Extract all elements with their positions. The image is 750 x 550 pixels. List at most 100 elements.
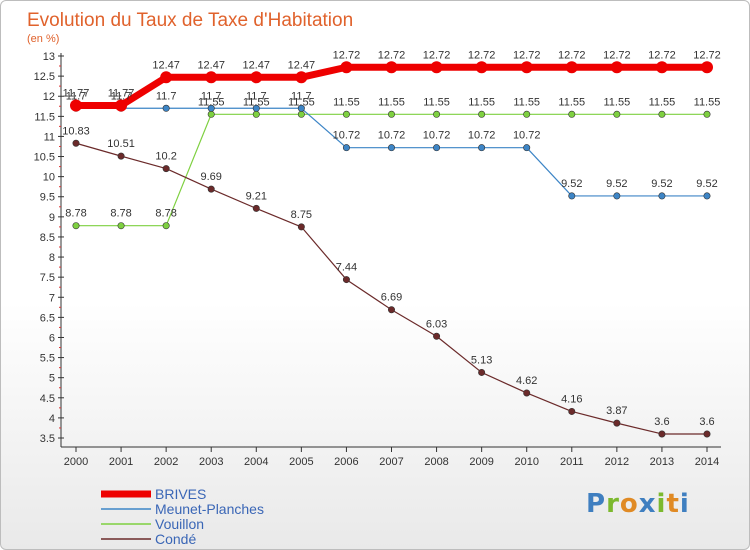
series-point xyxy=(385,61,398,74)
series-point xyxy=(658,192,666,200)
y-tick-label: 6 xyxy=(49,332,55,344)
data-label: 11.7 xyxy=(156,90,177,102)
data-label: 11.77 xyxy=(108,87,135,99)
series-point xyxy=(703,192,711,200)
data-label: 8.78 xyxy=(65,208,86,220)
x-tick-label: 2006 xyxy=(334,456,358,468)
data-label: 7.44 xyxy=(336,262,357,274)
data-label: 11.55 xyxy=(649,96,676,108)
series-point xyxy=(162,165,170,173)
series-point xyxy=(117,222,125,230)
data-label: 12.47 xyxy=(288,59,316,71)
series-point xyxy=(162,104,170,112)
y-tick-label: 9.5 xyxy=(40,192,55,204)
data-label: 11.55 xyxy=(333,96,360,108)
data-label: 11.7 xyxy=(246,90,267,102)
data-label: 11.55 xyxy=(198,96,225,108)
data-label: 12.72 xyxy=(423,49,451,61)
series-point xyxy=(703,110,711,118)
series-point xyxy=(610,61,623,74)
data-label: 11.7 xyxy=(201,90,222,102)
data-label: 9.52 xyxy=(696,178,717,190)
data-label: 9.52 xyxy=(606,178,627,190)
data-label: 6.69 xyxy=(381,292,402,304)
series-point xyxy=(613,192,621,200)
x-tick-label: 2004 xyxy=(244,456,268,468)
data-label: 3.6 xyxy=(699,416,714,428)
series-point xyxy=(703,430,711,438)
y-tick-label: 3.5 xyxy=(40,433,55,445)
chart-subtitle: (en %) xyxy=(27,33,59,45)
y-tick-label: 7.5 xyxy=(40,272,55,284)
series-point xyxy=(250,71,263,84)
x-tick-label: 2008 xyxy=(424,456,448,468)
data-label: 12.72 xyxy=(513,49,541,61)
data-label: 8.78 xyxy=(110,208,131,220)
data-label: 11.55 xyxy=(243,96,270,108)
y-tick-label: 5 xyxy=(49,373,55,385)
data-label: 12.72 xyxy=(648,49,676,61)
y-tick-label: 4.5 xyxy=(40,393,55,405)
series-point xyxy=(207,185,215,193)
x-tick-label: 2012 xyxy=(605,456,629,468)
series-point xyxy=(342,144,350,152)
x-tick-label: 2002 xyxy=(154,456,178,468)
y-tick-label: 11 xyxy=(44,131,55,143)
chart-series xyxy=(70,61,713,438)
data-label: 11.55 xyxy=(468,96,495,108)
series-point xyxy=(297,110,305,118)
y-tick-label: 12 xyxy=(43,91,55,103)
data-label: 11.7 xyxy=(291,90,312,102)
y-tick-label: 13 xyxy=(43,51,55,63)
series-point xyxy=(252,110,260,118)
chart-axes: 3.5 4 4.5 5 5.5 6 6.5 7 7.5 8 8.5 9 9.5 10 10.5 11 11.5 1… xyxy=(34,51,721,468)
series-point xyxy=(613,110,621,118)
data-label: 12.72 xyxy=(603,49,631,61)
x-tick-label: 2013 xyxy=(650,456,674,468)
data-label: 10.2 xyxy=(155,151,176,163)
data-label: 10.72 xyxy=(513,130,541,142)
data-label: 8.75 xyxy=(291,209,312,221)
data-label: 3.6 xyxy=(654,416,669,428)
data-label: 6.03 xyxy=(426,318,447,330)
series-point xyxy=(658,430,666,438)
y-tick-label: 8.5 xyxy=(40,232,55,244)
series-point xyxy=(252,204,260,212)
chart-data-labels: 11.77 11.77 12.47 12.47 12.47 12.47 12.72 12.72… xyxy=(62,49,721,428)
y-tick-label: 9 xyxy=(49,212,55,224)
y-tick-label: 4 xyxy=(49,413,55,425)
series-point xyxy=(252,104,260,112)
data-label: 10.72 xyxy=(333,130,361,142)
data-label: 5.13 xyxy=(471,354,492,366)
series-point xyxy=(340,61,353,74)
data-label: 4.62 xyxy=(516,375,537,387)
series-point xyxy=(565,61,578,74)
series-point xyxy=(568,192,576,200)
series-point xyxy=(523,389,531,397)
y-tick-label: 10 xyxy=(43,172,55,184)
series-point xyxy=(297,223,305,231)
series-point xyxy=(433,144,441,152)
series-point xyxy=(70,99,82,112)
series-point xyxy=(433,332,441,340)
x-tick-label: 2000 xyxy=(64,456,88,468)
legend-label: BRIVES xyxy=(155,486,206,502)
y-tick-label: 11.5 xyxy=(34,111,55,123)
data-label: 4.16 xyxy=(561,393,582,405)
series-point xyxy=(433,110,441,118)
proxiti-logo: Proxiti xyxy=(586,489,690,519)
series-point xyxy=(520,61,533,74)
x-tick-label: 2014 xyxy=(695,456,719,468)
series-point xyxy=(342,110,350,118)
data-label: 10.72 xyxy=(378,130,406,142)
series-point xyxy=(387,306,395,314)
data-label: 10.83 xyxy=(62,125,90,137)
data-label: 9.52 xyxy=(651,178,672,190)
series-point xyxy=(523,144,531,152)
series-point xyxy=(207,110,215,118)
data-label: 11.55 xyxy=(378,96,405,108)
x-tick-label: 2005 xyxy=(289,456,313,468)
